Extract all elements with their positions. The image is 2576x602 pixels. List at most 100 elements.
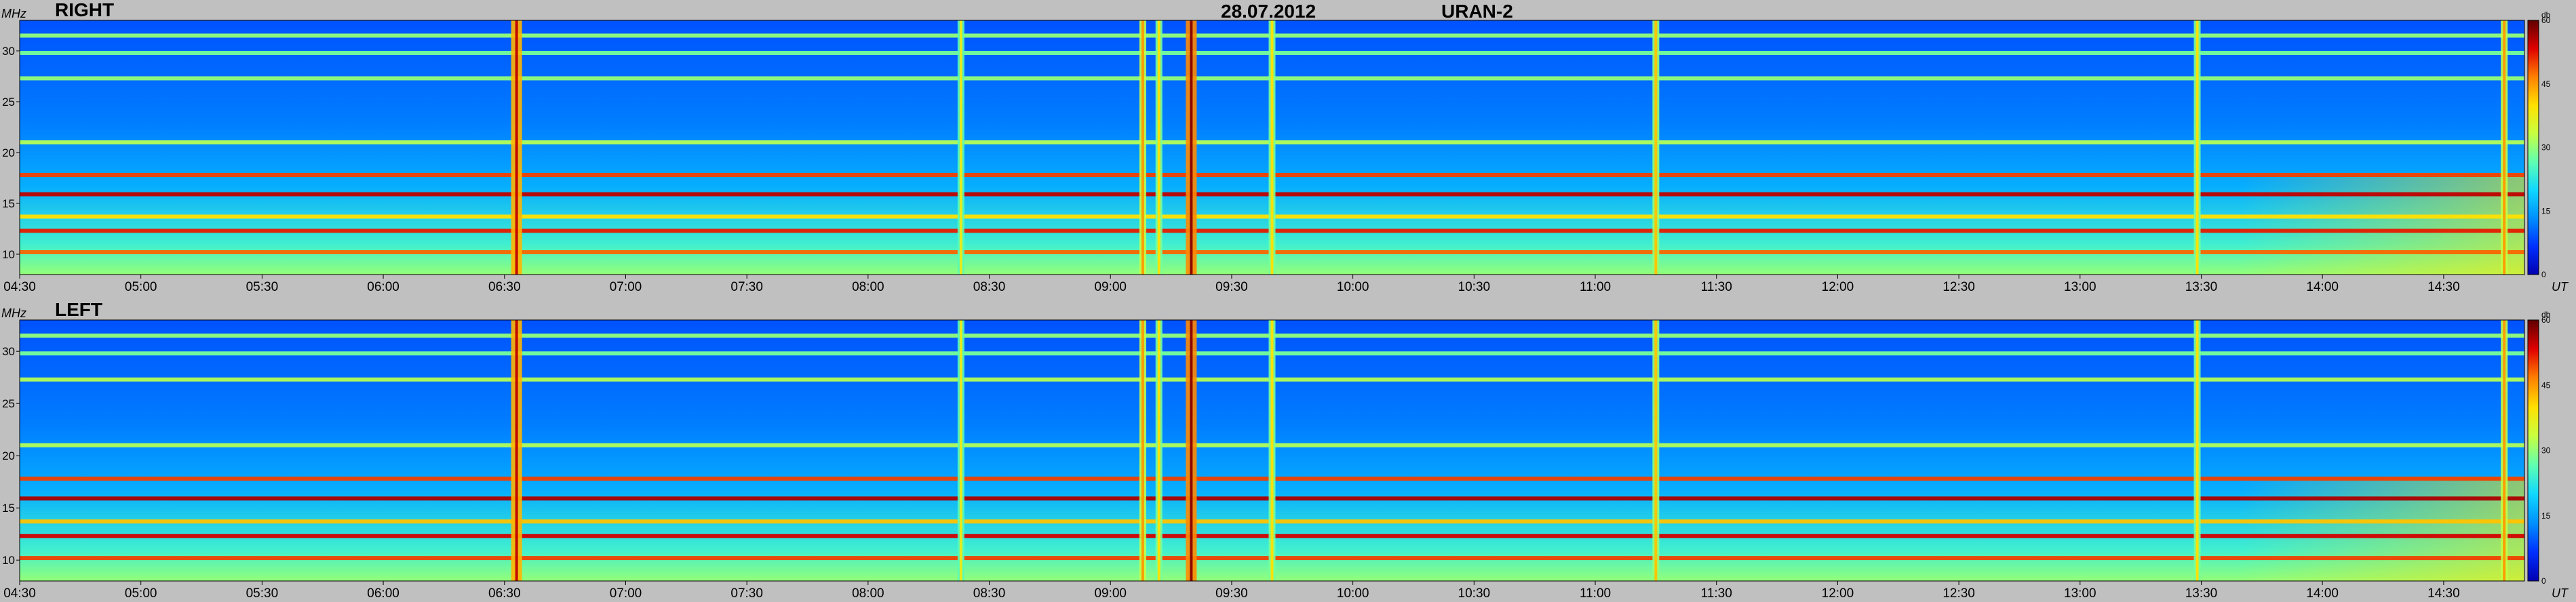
colorbar-scale — [2527, 20, 2539, 275]
x-tick-label: 04:30 — [3, 586, 36, 601]
colorbar-unit: db — [2541, 10, 2551, 20]
colorbar-tick-label: 30 — [2541, 446, 2551, 456]
radio-burst-core — [1141, 320, 1144, 581]
colorbar-tick-label: 45 — [2541, 79, 2551, 89]
x-tick-label: 10:30 — [1458, 586, 1491, 601]
radio-burst-core — [959, 320, 962, 581]
radio-burst-core — [2503, 20, 2506, 275]
x-tick-label: 09:00 — [1094, 280, 1127, 294]
y-tick-label: 10 — [2, 554, 15, 567]
colorbar-tick-label: 30 — [2541, 143, 2551, 153]
x-tick-label: 14:00 — [2306, 280, 2339, 294]
y-tick-label: 25 — [2, 397, 15, 410]
x-tick-label: 14:30 — [2427, 280, 2460, 294]
y-tick-label: 25 — [2, 96, 15, 108]
colorbar-tick-label: 0 — [2541, 270, 2546, 279]
colorbar-tick-label: 0 — [2541, 576, 2546, 586]
x-tick-label: 05:00 — [125, 280, 157, 294]
instrument-name: URAN-2 — [1441, 1, 1513, 22]
y-tick-label: 15 — [2, 502, 15, 515]
radio-burst-core — [1654, 20, 1658, 275]
x-tick-label: 11:00 — [1580, 280, 1611, 294]
y-tick-label: 20 — [2, 449, 15, 462]
x-tick-label: 06:00 — [367, 280, 399, 294]
x-tick-label: 07:00 — [610, 586, 642, 601]
x-tick-label: 10:00 — [1337, 586, 1369, 601]
x-tick-label: 13:30 — [2185, 586, 2218, 601]
x-tick-label: 09:00 — [1094, 586, 1127, 601]
plot-frame — [19, 20, 2525, 275]
x-tick-label: 12:00 — [1822, 586, 1854, 601]
late-emission-region — [2242, 477, 2524, 581]
colorbar: db 0 15 30 45 60 — [2527, 10, 2551, 279]
x-tick-label: 14:00 — [2306, 586, 2339, 601]
colorbar-tick-label: 60 — [2541, 16, 2551, 25]
radio-burst-core — [1270, 320, 1274, 581]
observation-date: 28.07.2012 — [1221, 1, 1316, 22]
radio-burst-core — [515, 20, 518, 275]
radio-burst-core — [2503, 320, 2506, 581]
radio-burst-core — [1190, 20, 1193, 275]
x-tick-label: 11:00 — [1580, 586, 1611, 601]
y-tick-label: 20 — [2, 146, 15, 159]
x-tick-label: 08:30 — [973, 586, 1006, 601]
colorbar-unit: db — [2541, 310, 2551, 319]
radio-burst-core — [1270, 20, 1274, 275]
panel-left: LEFT MHz 10 15 20 25 30 04:30 05:00 05:30 06:00 06:… — [1, 299, 2569, 601]
x-tick-label: 05:30 — [246, 280, 279, 294]
x-tick-label: 10:00 — [1337, 280, 1369, 294]
x-tick-label: 08:30 — [973, 280, 1006, 294]
x-tick-label: 10:30 — [1458, 280, 1491, 294]
x-tick-label: 06:30 — [488, 280, 521, 294]
y-axis-label: MHz — [1, 7, 26, 20]
plot-frame — [19, 319, 2525, 582]
x-tick-label: 07:00 — [610, 280, 642, 294]
x-tick-label: 05:00 — [125, 586, 157, 601]
radio-burst-core — [1141, 20, 1144, 275]
radio-burst-core — [515, 320, 518, 581]
x-tick-label: 11:30 — [1701, 586, 1732, 601]
colorbar-tick-label: 15 — [2541, 511, 2551, 521]
x-tick-label: 04:30 — [3, 280, 36, 294]
x-tick-label: 12:30 — [1943, 586, 1975, 601]
x-tick-label: 07:30 — [730, 280, 763, 294]
y-tick-label: 15 — [2, 197, 15, 210]
x-tick-label: 05:30 — [246, 586, 279, 601]
x-tick-label: 08:00 — [852, 586, 884, 601]
colorbar-scale — [2527, 319, 2539, 582]
x-tick-label: 12:30 — [1943, 280, 1975, 294]
x-tick-label: 06:30 — [488, 586, 521, 601]
x-tick-label: 11:30 — [1701, 280, 1732, 294]
radio-burst-core — [959, 20, 962, 275]
x-tick-label: 06:00 — [367, 586, 399, 601]
x-tick-label: 12:00 — [1822, 280, 1854, 294]
colorbar-tick-label: 15 — [2541, 206, 2551, 216]
x-tick-label: 13:00 — [2064, 280, 2096, 294]
radio-burst-core — [2196, 320, 2199, 581]
radio-burst-core — [1190, 320, 1193, 581]
colorbar: db 0 15 30 45 60 — [2527, 310, 2551, 586]
x-tick-label: 09:30 — [1215, 280, 1248, 294]
radio-burst-core — [1654, 320, 1658, 581]
x-tick-label: 07:30 — [730, 586, 763, 601]
colorbar-tick-label: 45 — [2541, 380, 2551, 390]
radio-burst-core — [2196, 20, 2199, 275]
x-tick-label: 14:30 — [2427, 586, 2460, 601]
x-tick-label: 09:30 — [1215, 586, 1248, 601]
radio-burst-core — [1157, 320, 1160, 581]
y-tick-label: 30 — [2, 45, 15, 58]
x-tick-label: 13:30 — [2185, 280, 2218, 294]
y-tick-label: 10 — [2, 248, 15, 261]
panel-title: LEFT — [55, 299, 102, 320]
panel-title: RIGHT — [55, 0, 114, 20]
x-axis-label: UT — [2552, 586, 2569, 600]
x-tick-label: 13:00 — [2064, 586, 2096, 601]
y-tick-label: 30 — [2, 345, 15, 358]
x-axis-label: UT — [2552, 280, 2569, 294]
radio-burst-core — [1157, 20, 1160, 275]
x-tick-label: 08:00 — [852, 280, 884, 294]
late-emission-region — [2242, 173, 2524, 275]
y-axis-label: MHz — [1, 306, 26, 320]
